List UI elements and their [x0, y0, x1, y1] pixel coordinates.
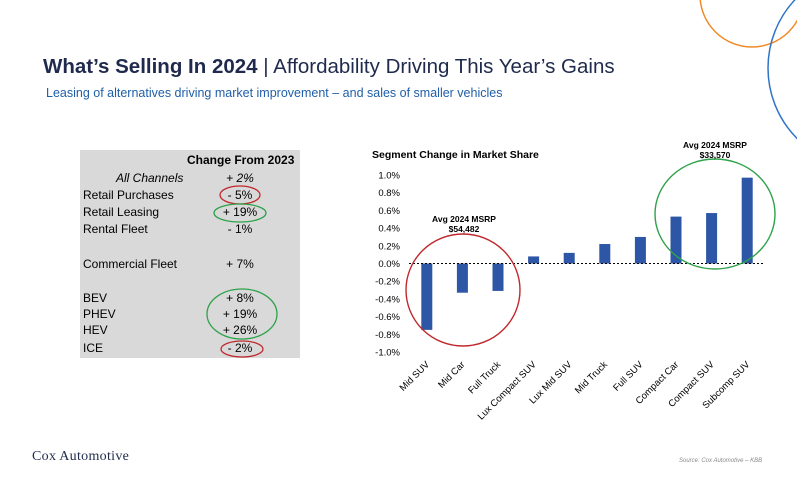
bar-7 — [670, 216, 682, 264]
table-row: BEV + 8% — [80, 291, 300, 307]
y-tick-label: -1.0% — [375, 348, 400, 359]
bar-3 — [528, 256, 540, 264]
annotation-value: $54,482 — [449, 224, 480, 234]
chart-title: Segment Change in Market Share — [372, 149, 539, 161]
annotation-title: Avg 2024 MSRP — [432, 214, 496, 224]
ice-ring — [220, 340, 264, 358]
page-title-rest: | Affordability Driving This Year’s Gain… — [257, 55, 615, 78]
x-tick-label: Mid Car — [436, 359, 467, 390]
row-value: - 2% — [227, 341, 253, 355]
table-row: HEV + 26% — [80, 323, 300, 339]
row-label: Rental Fleet — [83, 222, 148, 236]
table-row: ICE - 2% — [80, 341, 300, 357]
y-axis: 1.0% 0.8% 0.6% 0.4% 0.2% 0.0% -0.2% -0.4% -0.6% -… — [375, 171, 400, 359]
table-row: Commercial Fleet + 7% — [80, 257, 300, 273]
y-tick-label: 0.4% — [378, 224, 400, 235]
cox-automotive-logo: Cox Automotive — [32, 449, 130, 464]
bar-4 — [563, 252, 575, 264]
source-note: Source: Cox Automotive – KBB — [679, 458, 763, 464]
row-value: - 5% — [227, 188, 253, 202]
y-tick-label: 0.0% — [378, 259, 400, 270]
y-tick-label: -0.8% — [375, 330, 400, 341]
row-label: Retail Leasing — [83, 205, 160, 219]
row-value: + 7% — [226, 257, 254, 271]
annotation-title: Avg 2024 MSRP — [683, 140, 747, 150]
bar-5 — [599, 244, 611, 264]
y-tick-label: -0.2% — [375, 277, 400, 288]
y-tick-label: 0.8% — [378, 188, 400, 199]
row-label: Retail Purchases — [83, 188, 174, 202]
bar-9 — [741, 177, 753, 264]
y-tick-label: 0.6% — [378, 206, 400, 217]
y-tick-label: -0.6% — [375, 312, 400, 323]
annotation-value: $33,570 — [700, 150, 731, 160]
bars — [421, 177, 753, 330]
x-tick-label: Full SUV — [611, 359, 646, 394]
bar-2 — [492, 263, 504, 291]
table-header: Change From 2023 — [187, 153, 295, 167]
row-value: - 1% — [227, 222, 253, 236]
annotation-ring-1 — [654, 158, 776, 270]
page-subtitle: Leasing of alternatives driving market i… — [46, 86, 503, 100]
row-value: + 8% — [226, 291, 254, 305]
alt-powertrain-ring — [206, 288, 278, 340]
blue-arc — [767, 0, 797, 140]
orange-arc — [699, 0, 797, 48]
row-value: + 26% — [222, 323, 258, 337]
x-tick-label: Full Truck — [466, 359, 503, 396]
table-row: Rental Fleet - 1% — [80, 222, 300, 238]
row-label: All Channels — [116, 171, 184, 185]
x-tick-label: Mid SUV — [398, 359, 433, 394]
y-tick-label: 0.2% — [378, 241, 400, 252]
row-label: BEV — [83, 291, 108, 305]
bar-8 — [706, 213, 718, 264]
x-tick-label: Mid Truck — [573, 359, 610, 396]
row-label: Commercial Fleet — [83, 257, 178, 271]
table-row: Retail Purchases - 5% — [80, 188, 300, 204]
row-label: HEV — [83, 323, 108, 337]
table-row: PHEV + 19% — [80, 307, 300, 323]
y-tick-label: -0.4% — [375, 294, 400, 305]
annotation-ring-0 — [405, 233, 521, 347]
row-value: + 2% — [226, 171, 254, 185]
row-value: + 19% — [222, 205, 258, 219]
bar-6 — [634, 236, 646, 264]
table-row: Retail Leasing + 19% — [80, 205, 300, 221]
bar-1 — [456, 263, 468, 293]
page-title: What’s Selling In 2024 | Affordability D… — [43, 55, 615, 79]
row-label: PHEV — [83, 307, 116, 321]
retail-leasing-ring — [213, 203, 267, 223]
bar-0 — [421, 263, 433, 330]
y-tick-label: 1.0% — [378, 171, 400, 182]
row-label: ICE — [83, 341, 104, 355]
row-value: + 19% — [222, 307, 258, 321]
page-title-bold: What’s Selling In 2024 — [43, 55, 258, 78]
table-row: All Channels + 2% — [80, 171, 300, 187]
change-table: Change From 2023 All Channels + 2% Retail… — [80, 150, 300, 358]
